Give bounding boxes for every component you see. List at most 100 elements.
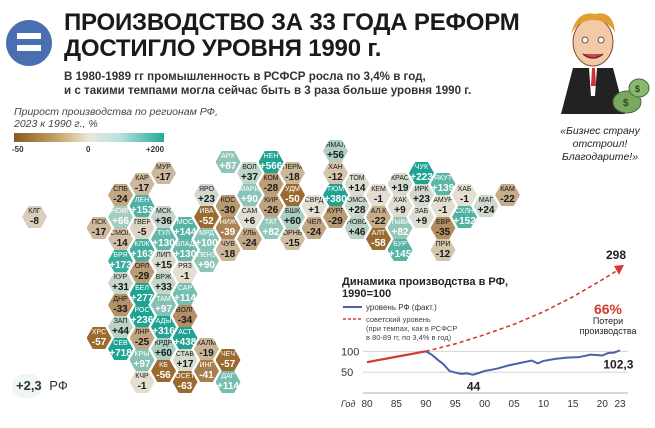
region-hex-21: ТЮМ +380 — [323, 184, 348, 206]
region-value: -5 — [137, 226, 147, 238]
subtitle-line-1: В 1980-1989 гг промышленность в РСФСР ро… — [64, 70, 426, 83]
caricature-icon: $ $ — [561, 13, 650, 114]
region-hex-26: АМУР -1 — [430, 195, 456, 217]
annotation-loss-percent: 66% — [594, 301, 623, 317]
x-tick-label: 95 — [450, 399, 462, 410]
region-hex-28: МАГ +24 — [473, 195, 499, 217]
region-code: АЛ.К — [370, 207, 387, 215]
region-code: ХАН — [328, 163, 343, 171]
region-hex-36: ИВА -52 — [194, 206, 219, 228]
region-hex-0: АРХ +87 — [215, 151, 241, 173]
region-value: -33 — [113, 303, 128, 315]
region-code: ТОМ — [349, 174, 365, 182]
logo-icon — [6, 20, 52, 66]
region-code: КРДР — [154, 339, 173, 347]
region-value: -22 — [371, 215, 386, 227]
region-hex-83: ЧЕЧ -57 — [215, 349, 241, 371]
color-legend-bar — [14, 133, 164, 142]
region-code: ЛНР — [134, 328, 150, 336]
region-code: ЧУК — [414, 163, 429, 171]
region-code: ВОЛГ — [175, 306, 195, 314]
region-hex-54: ЧУВ -18 — [215, 239, 241, 261]
region-value: -52 — [199, 215, 214, 227]
region-value: +60 — [284, 215, 301, 227]
region-code: ХРС — [91, 328, 107, 336]
annotation-loss-label-1: Потери — [593, 316, 623, 326]
region-value: -15 — [285, 237, 300, 249]
total-value: +2,3 — [16, 378, 42, 393]
region-value: +718 — [109, 347, 132, 359]
region-code: ТЫВА — [390, 218, 410, 226]
region-code: АРХ — [221, 152, 235, 160]
region-value: +144 — [173, 226, 197, 238]
region-hex-20: СВРД +1 — [301, 195, 327, 217]
region-value: -1 — [374, 193, 383, 205]
region-hex-31: ПСК -17 — [86, 217, 112, 239]
region-value: +97 — [155, 303, 172, 315]
region-value: +90 — [241, 193, 258, 205]
region-code: РЯЗ — [178, 262, 192, 270]
annotation-loss-label-2: производства — [579, 326, 636, 336]
region-hex-56: ОРНБ -15 — [280, 228, 305, 250]
region-hex-7: КОМ -28 — [258, 173, 284, 195]
region-code: КРАС — [391, 174, 409, 182]
total-label: РФ — [49, 378, 68, 393]
region-hex-33: ТВЕР -5 — [129, 217, 155, 239]
region-value: +114 — [217, 380, 239, 392]
region-hex-49: СМОЛ -14 — [108, 228, 133, 250]
region-code: КУР — [113, 273, 128, 281]
map-title: Прирост производства по регионам РФ, 202… — [14, 106, 218, 130]
region-hex-35: МОС +144 — [172, 217, 198, 239]
legend-actual-label: уровень РФ (факт.) — [366, 303, 437, 312]
region-value: -1 — [137, 380, 147, 392]
x-tick-label: 00 — [479, 399, 491, 410]
region-hex-43: НОВО +46 — [344, 217, 370, 239]
region-code: СХЛН — [455, 207, 474, 215]
region-code: РОС — [134, 306, 150, 314]
region-value: +380 — [324, 193, 347, 205]
region-value: +152 — [453, 215, 476, 227]
region-code: МУР — [156, 163, 171, 171]
x-tick-label: 05 — [509, 399, 521, 410]
region-code: ОРЛ — [134, 262, 150, 270]
region-value: +153 — [130, 204, 154, 216]
annotation-end-projected: 298 — [606, 248, 626, 262]
region-hex-87: ДАГ +114 — [215, 371, 241, 393]
region-value: +31 — [112, 281, 129, 293]
region-value: +23 — [413, 193, 430, 205]
region-hex-50: КЛЖ +163 — [129, 239, 155, 261]
region-value: +236 — [130, 314, 154, 326]
region-hex-86: ИНГ -41 — [194, 360, 219, 382]
region-code: ЗАБ — [414, 207, 429, 215]
region-code: НОВО — [346, 218, 368, 226]
region-value: +19 — [391, 182, 409, 194]
svg-text:$: $ — [635, 84, 640, 94]
region-hex-10: ТОМ +14 — [344, 173, 370, 195]
region-code: ТЮМ — [326, 185, 345, 193]
region-hex-57: АЛТ -58 — [366, 228, 391, 250]
region-hex-45: ТЫВА +82 — [387, 217, 413, 239]
region-code: МОС — [176, 218, 194, 226]
region-code: ИВА — [199, 207, 214, 215]
region-code: АМУР — [433, 196, 453, 204]
region-value: -24 — [113, 193, 128, 205]
region-hex-41: ЧЕЛ -24 — [301, 217, 327, 239]
region-code: МСК — [156, 207, 171, 215]
region-value: +9 — [394, 204, 406, 216]
region-value: +46 — [348, 226, 366, 238]
region-value: -25 — [134, 336, 150, 348]
total-badge — [12, 374, 42, 398]
actual-series-line — [425, 349, 621, 376]
projected-series-dashed — [425, 268, 621, 353]
region-hex-13: СПБ -24 — [108, 184, 133, 206]
region-value: -1 — [180, 270, 190, 282]
region-code: КАР — [135, 174, 149, 182]
region-hex-88: КЧР -1 — [129, 371, 155, 393]
region-value: -57 — [91, 336, 107, 348]
region-code: СМОЛ — [110, 229, 131, 237]
region-value: -29 — [328, 215, 343, 227]
region-hex-18: КИР -26 — [258, 195, 284, 217]
x-tick-label: 85 — [391, 399, 403, 410]
region-code: КОС — [220, 196, 236, 204]
region-hex-16: КОС -30 — [215, 195, 241, 217]
